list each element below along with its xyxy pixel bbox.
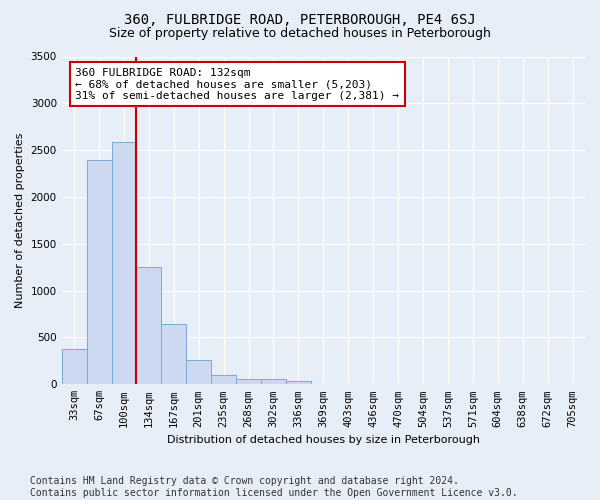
Bar [236, 378, 261, 384]
Bar [286, 381, 311, 384]
Text: Size of property relative to detached houses in Peterborough: Size of property relative to detached ho… [109, 28, 491, 40]
Y-axis label: Number of detached properties: Number of detached properties [15, 132, 25, 308]
Bar [136, 267, 161, 384]
X-axis label: Distribution of detached houses by size in Peterborough: Distribution of detached houses by size … [167, 435, 480, 445]
Bar [211, 376, 236, 384]
Bar [86, 160, 112, 384]
Bar [161, 324, 186, 384]
Bar [62, 348, 86, 384]
Bar [112, 142, 136, 384]
Bar [186, 360, 211, 384]
Bar [261, 379, 286, 384]
Text: 360 FULBRIDGE ROAD: 132sqm
← 68% of detached houses are smaller (5,203)
31% of s: 360 FULBRIDGE ROAD: 132sqm ← 68% of deta… [76, 68, 400, 101]
Text: 360, FULBRIDGE ROAD, PETERBOROUGH, PE4 6SJ: 360, FULBRIDGE ROAD, PETERBOROUGH, PE4 6… [124, 12, 476, 26]
Text: Contains HM Land Registry data © Crown copyright and database right 2024.
Contai: Contains HM Land Registry data © Crown c… [30, 476, 518, 498]
